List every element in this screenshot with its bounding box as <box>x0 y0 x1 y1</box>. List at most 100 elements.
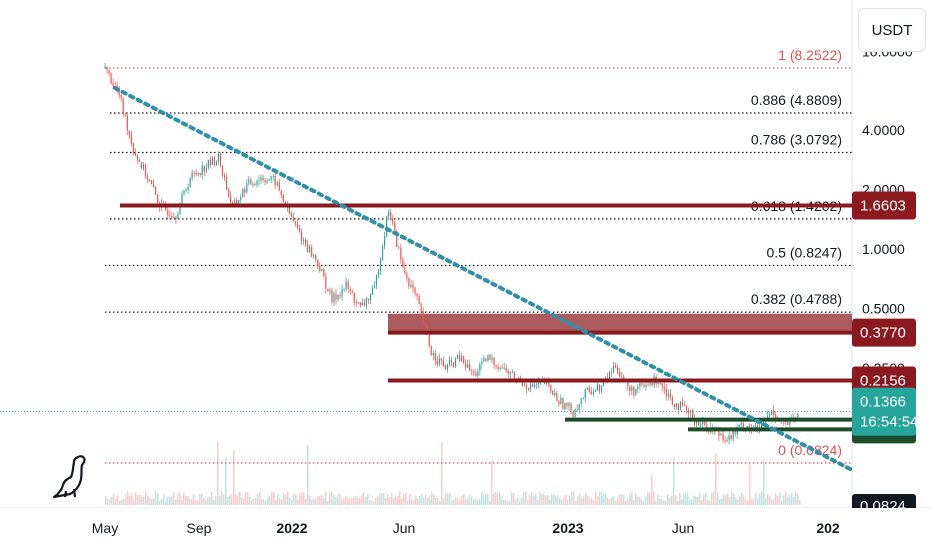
volume-bar <box>755 492 757 505</box>
candle-body <box>195 172 197 175</box>
candle-body <box>189 178 191 188</box>
candle-body <box>657 382 659 385</box>
volume-bar <box>245 491 247 505</box>
currency-button[interactable]: USDT <box>858 8 926 52</box>
volume-bar <box>571 491 573 505</box>
candle-body <box>523 385 526 387</box>
volume-bar <box>113 494 115 505</box>
candle-body <box>420 303 422 312</box>
candle-body <box>217 153 220 162</box>
candle-body <box>386 215 388 237</box>
price-tick: 1.0000 <box>862 241 905 257</box>
candle-body <box>641 383 643 385</box>
volume-bar <box>793 496 795 505</box>
volume-bar <box>157 493 159 505</box>
candle-body <box>258 180 260 182</box>
candle-body <box>155 186 157 195</box>
candle-body <box>185 190 187 191</box>
volume-bar <box>345 495 347 505</box>
volume-bar <box>111 496 113 505</box>
volume-bar <box>335 497 337 505</box>
candle-body <box>302 239 305 241</box>
volume-bar <box>163 493 165 505</box>
volume-bar <box>359 498 361 505</box>
volume-bars <box>105 440 801 505</box>
candle-body <box>203 165 205 172</box>
volume-bar <box>375 497 377 505</box>
volume-bar <box>191 499 193 505</box>
candle-body <box>469 364 471 371</box>
candle-body <box>290 213 293 217</box>
candle-body <box>140 162 143 169</box>
candle-body <box>538 381 540 385</box>
candle-body <box>675 403 677 408</box>
volume-bar <box>447 492 449 505</box>
trendline[interactable] <box>113 86 854 472</box>
candle-body <box>722 433 724 441</box>
volume-bar <box>369 499 371 505</box>
candle-body <box>254 184 256 186</box>
volume-bar <box>731 491 733 505</box>
volume-bar <box>661 498 663 505</box>
candle-body <box>104 66 106 69</box>
current-price-tag <box>852 387 916 436</box>
volume-bar <box>753 497 755 505</box>
candle-body <box>187 187 189 191</box>
volume-bar <box>671 495 673 505</box>
volume-bar <box>525 491 527 505</box>
time-tick: Sep <box>187 520 212 536</box>
volume-bar <box>729 497 731 505</box>
candle-body <box>683 405 686 407</box>
volume-bar <box>491 460 493 505</box>
candle-body <box>228 189 230 196</box>
candle-body <box>687 409 690 413</box>
candle-body <box>234 200 236 206</box>
candle-body <box>351 290 353 294</box>
volume-bar <box>603 494 605 505</box>
time-tick: Jun <box>672 520 695 536</box>
candle-body <box>120 94 122 99</box>
volume-bar <box>795 492 797 505</box>
candle-body <box>556 393 558 401</box>
volume-bar <box>367 494 369 505</box>
candle-body <box>627 381 629 387</box>
fibonacci-retracement[interactable]: 1 (8.2522) 0.886 (4.8809) 0.786 (3.0792) 0.… <box>105 47 852 464</box>
candle-body <box>586 387 588 390</box>
candle-body <box>408 278 410 287</box>
price-tags: 1.66030.37700.21560.12190.136616:54:540.… <box>0 191 932 550</box>
candle-body <box>363 302 365 306</box>
fib-level-label: 0.382 (0.4788) <box>751 291 842 307</box>
candle-body <box>487 354 489 361</box>
volume-bar <box>241 497 243 505</box>
volume-bar <box>713 491 715 505</box>
volume-bar <box>703 495 705 505</box>
candle-body <box>165 205 167 211</box>
volume-bar <box>135 492 137 505</box>
candle-body <box>331 290 333 302</box>
volume-bar <box>165 500 167 505</box>
resistance-zone[interactable] <box>388 313 852 333</box>
volume-bar <box>485 493 487 505</box>
volume-bar <box>715 453 717 505</box>
volume-bar <box>679 493 681 505</box>
volume-bar <box>549 499 551 505</box>
volume-bar <box>563 496 565 505</box>
candle-body <box>592 391 594 395</box>
volume-bar <box>401 498 403 505</box>
resistance-zone-box[interactable] <box>388 313 852 333</box>
volume-bar <box>497 493 499 505</box>
volume-bar <box>379 493 381 505</box>
volume-bar <box>577 496 579 505</box>
descending-trendline[interactable] <box>113 86 854 472</box>
volume-bar <box>337 495 339 505</box>
volume-bar <box>415 495 417 505</box>
time-axis-ticks[interactable]: May Sep 2022 Jun 2023 Jun 202 <box>92 520 840 536</box>
candle-body <box>633 387 635 395</box>
volume-bar <box>403 493 405 505</box>
volume-bar <box>495 491 497 505</box>
candle-body <box>726 439 728 441</box>
horizontal-levels[interactable] <box>0 203 852 432</box>
volume-bar <box>431 492 433 505</box>
candle-body <box>337 295 339 300</box>
